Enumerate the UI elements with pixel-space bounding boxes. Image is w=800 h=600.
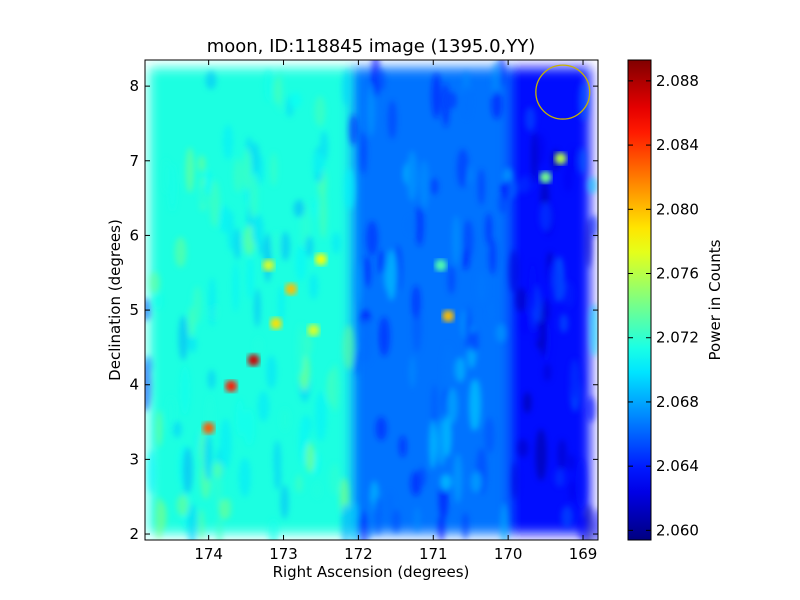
- hot-spot: [539, 171, 552, 184]
- hot-spot: [270, 317, 283, 330]
- y-axis: 2 3 4 5 6 7 8: [129, 77, 598, 543]
- colorbar-tick-label: 2.084: [656, 136, 699, 154]
- colorbar-tick-label: 2.060: [656, 521, 699, 539]
- y-tick-label: 2: [129, 525, 139, 543]
- x-tick-label: 172: [344, 545, 373, 563]
- hot-spot: [314, 253, 327, 266]
- x-tick-label: 170: [494, 545, 523, 563]
- colorbar-tick-label: 2.072: [656, 329, 699, 347]
- x-axis: 174 173 172 171 170 169: [194, 60, 597, 563]
- hot-spot: [247, 354, 260, 367]
- chart-title: moon, ID:118845 image (1395.0,YY): [207, 36, 536, 57]
- colorbar-ticks: 2.060 2.064 2.068 2.072 2.076 2.080 2.084 2.088: [628, 72, 699, 539]
- heatmap-image: [145, 60, 598, 540]
- x-tick-label: 174: [194, 545, 223, 563]
- hot-spots: [202, 152, 567, 435]
- hot-spot: [434, 259, 447, 272]
- hot-spot: [442, 310, 455, 323]
- x-tick-label: 173: [269, 545, 298, 563]
- hot-spot: [307, 324, 320, 337]
- y-axis-label: Declination (degrees): [106, 219, 124, 381]
- colorbar-tick-label: 2.076: [656, 265, 699, 283]
- colorbar-tick-label: 2.080: [656, 200, 699, 218]
- hot-spot: [225, 380, 238, 393]
- hot-spot: [285, 283, 298, 296]
- colorbar-tick-label: 2.088: [656, 72, 699, 90]
- colorbar-tick-label: 2.068: [656, 393, 699, 411]
- y-tick-label: 4: [129, 376, 139, 394]
- plot-frame: [144, 59, 599, 541]
- colorbar-gradient: [627, 59, 652, 541]
- hot-spot: [262, 259, 275, 272]
- x-tick-label: 171: [419, 545, 448, 563]
- hot-spot: [554, 152, 567, 165]
- x-tick-label: 169: [569, 545, 598, 563]
- y-tick-label: 8: [129, 77, 139, 95]
- colorbar: 2.060 2.064 2.068 2.072 2.076 2.080 2.084 2.088: [627, 59, 699, 541]
- annotation-circle: [535, 64, 591, 120]
- x-axis-label: Right Ascension (degrees): [273, 563, 470, 581]
- y-tick-label: 5: [129, 301, 139, 319]
- y-tick-label: 6: [129, 226, 139, 244]
- colorbar-label: Power in Counts: [706, 239, 724, 360]
- y-tick-label: 7: [129, 152, 139, 170]
- hot-spot: [202, 422, 215, 435]
- colorbar-tick-label: 2.064: [656, 457, 699, 475]
- y-tick-label: 3: [129, 450, 139, 468]
- heatmap-plot: [144, 59, 599, 541]
